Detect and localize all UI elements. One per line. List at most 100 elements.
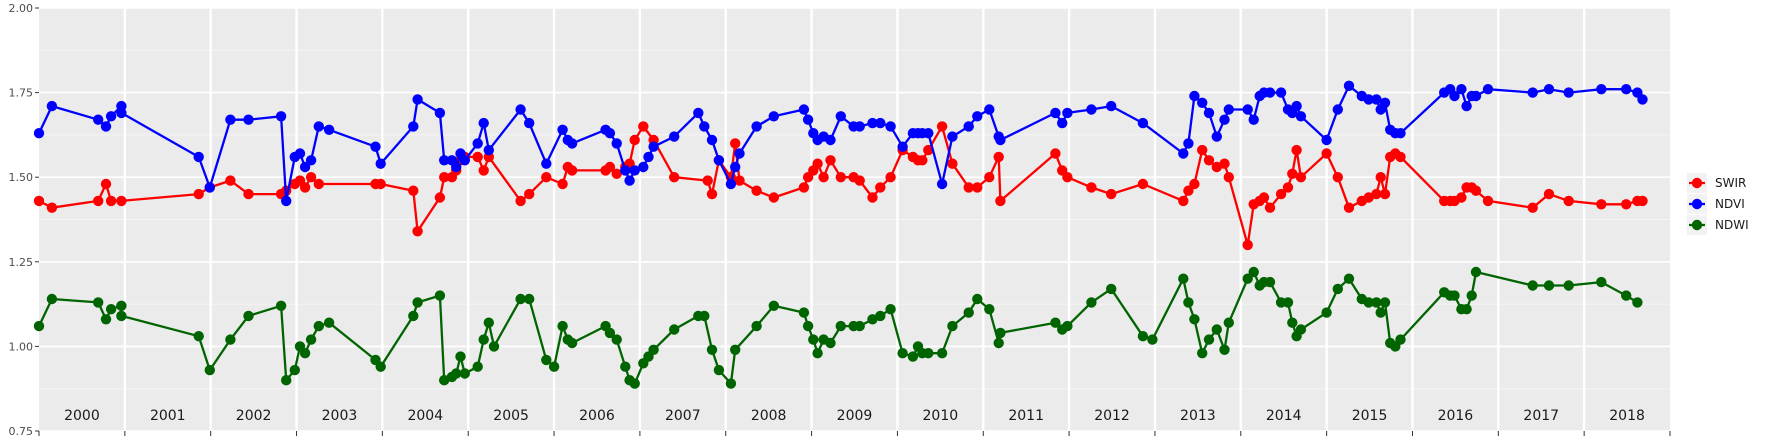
data-point: [1291, 100, 1302, 112]
data-point: [1242, 239, 1253, 251]
data-point: [611, 334, 622, 345]
data-point: [1371, 188, 1382, 200]
series-swir: [33, 121, 1648, 251]
data-point: [638, 121, 649, 132]
data-point: [370, 141, 381, 152]
data-point: [105, 195, 117, 207]
data-point: [281, 375, 292, 386]
data-point: [1395, 334, 1406, 345]
data-point: [1371, 94, 1382, 105]
data-point: [1295, 324, 1307, 335]
data-point: [923, 128, 934, 139]
data-point: [1563, 280, 1574, 291]
data-point: [116, 310, 127, 322]
data-point: [995, 134, 1006, 146]
year-label: 2014: [1266, 408, 1302, 424]
data-point: [1137, 178, 1149, 190]
data-point: [483, 317, 494, 328]
data-point: [768, 300, 779, 311]
data-point: [699, 121, 710, 132]
data-point: [611, 168, 622, 179]
data-point: [1178, 148, 1189, 159]
data-point: [1371, 297, 1382, 308]
data-point: [46, 293, 58, 305]
x-axis: 2000 2001 2002 2003 2004 2005 2006 2007 2008 2009…: [38, 408, 1671, 436]
data-point: [294, 148, 306, 159]
y-tick-label: 1.50: [9, 171, 34, 184]
data-point: [439, 172, 450, 183]
data-point: [648, 344, 659, 355]
data-point: [93, 297, 104, 308]
data-point: [1219, 114, 1230, 125]
data-point: [299, 182, 311, 193]
data-point: [305, 172, 317, 183]
data-point: [1321, 307, 1332, 318]
data-point: [1470, 90, 1482, 102]
data-point: [867, 117, 878, 129]
data-point: [947, 158, 958, 169]
data-point: [1178, 195, 1189, 207]
data-point: [730, 344, 741, 355]
data-point: [566, 337, 578, 349]
data-point: [995, 195, 1006, 207]
data-point: [1287, 317, 1298, 328]
data-point: [643, 151, 654, 163]
data-point: [1637, 195, 1648, 207]
data-point: [100, 314, 112, 325]
y-tick-label: 0.75: [9, 425, 34, 438]
y-tick-label: 2.00: [9, 2, 34, 15]
legend-label: NDVI: [1715, 197, 1745, 211]
data-point: [46, 100, 58, 112]
data-point: [1461, 304, 1472, 315]
data-point: [1219, 158, 1230, 169]
data-point: [818, 172, 829, 183]
data-point: [313, 178, 324, 190]
data-point: [305, 155, 317, 166]
data-point: [802, 114, 814, 125]
data-point: [1223, 317, 1235, 328]
data-point: [566, 165, 578, 176]
data-point: [105, 111, 117, 122]
data-point: [1596, 199, 1607, 210]
data-point: [1332, 104, 1344, 115]
data-point: [1379, 97, 1391, 109]
data-point: [751, 121, 762, 132]
data-point: [835, 320, 846, 332]
data-point: [825, 337, 836, 349]
data-point: [1527, 87, 1538, 98]
data-point: [885, 121, 896, 132]
data-point: [1470, 266, 1482, 278]
data-point: [1248, 114, 1259, 125]
data-point: [1137, 331, 1149, 342]
year-label: 2004: [407, 408, 443, 424]
data-point: [116, 300, 127, 311]
y-axis: 0.75 1.00 1.25 1.50 1.75 2.00: [9, 2, 39, 438]
year-label: 2007: [665, 408, 701, 424]
data-point: [455, 351, 466, 362]
data-point: [798, 104, 810, 115]
data-point: [1147, 334, 1158, 345]
data-point: [972, 111, 983, 122]
data-point: [1375, 172, 1386, 183]
data-point: [1295, 172, 1307, 183]
data-point: [515, 104, 526, 115]
data-point: [885, 304, 896, 315]
series-ndvi: [33, 80, 1648, 207]
data-point: [1264, 202, 1276, 213]
data-point: [515, 195, 526, 207]
data-point: [1379, 188, 1391, 200]
data-point: [1527, 202, 1538, 213]
data-point: [923, 144, 934, 156]
data-point: [33, 128, 45, 139]
legend-key-point: [1691, 219, 1703, 231]
year-label: 2012: [1094, 408, 1130, 424]
data-point: [289, 364, 300, 376]
data-point: [936, 348, 948, 359]
data-point: [963, 307, 974, 318]
data-point: [730, 161, 741, 173]
data-point: [1621, 290, 1632, 301]
data-point: [1282, 182, 1294, 193]
data-point: [524, 293, 535, 305]
data-point: [1086, 104, 1097, 115]
